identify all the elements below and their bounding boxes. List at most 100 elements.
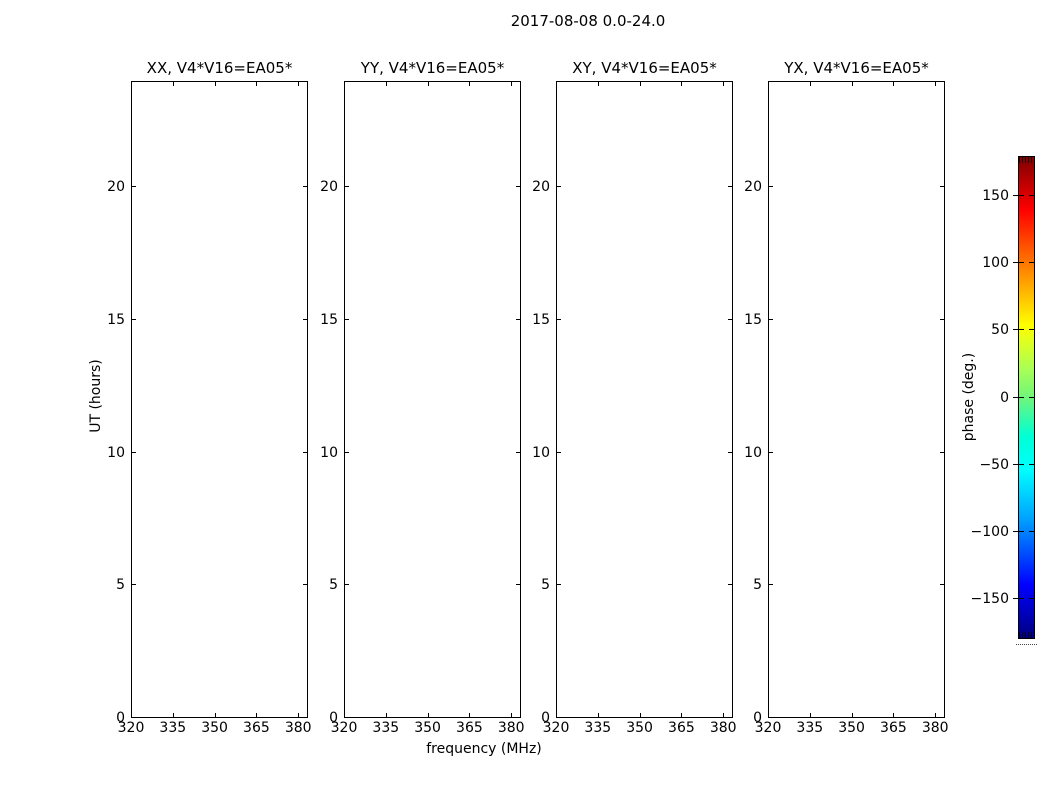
y-tick-label: 10	[744, 444, 762, 461]
y-tick-right	[940, 186, 944, 188]
x-tick-top	[768, 82, 769, 86]
x-axis-label: frequency (MHz)	[426, 741, 542, 757]
x-tick-top	[723, 82, 725, 86]
colorbar-bottom-dotted-line	[1016, 644, 1037, 645]
colorbar-tick-label: 100	[982, 255, 1009, 272]
colorbar-tick-inner-left	[1019, 262, 1024, 264]
colorbar-tick-inner-right	[1029, 597, 1034, 599]
x-tick-label: 350	[414, 720, 441, 736]
colorbar-tick-inner-left	[1019, 597, 1024, 599]
y-tick	[132, 717, 136, 718]
x-tick-top	[511, 82, 513, 86]
x-tick-label: 320	[542, 720, 570, 736]
x-tick	[768, 713, 769, 717]
colorbar-tick-label: 50	[991, 322, 1009, 339]
y-tick-label: 10	[107, 444, 125, 461]
y-tick-right	[303, 717, 307, 718]
y-tick-right	[940, 451, 944, 453]
x-tick-top	[851, 82, 853, 86]
y-tick-right	[940, 318, 944, 320]
y-tick-label: 15	[320, 311, 338, 328]
colorbar-tick-outer	[1013, 597, 1018, 599]
colorbar-tick-inner-right	[1029, 530, 1034, 532]
colorbar-tick-label: −150	[970, 590, 1009, 607]
plot-area	[556, 81, 733, 718]
x-tick-top	[427, 82, 429, 86]
y-tick-label: 20	[744, 179, 762, 196]
panel-title: XX, V4*V16=EA05*	[146, 59, 293, 77]
x-tick	[681, 713, 683, 717]
x-tick-label: 335	[372, 720, 400, 736]
colorbar-tick-inner-right	[1029, 195, 1034, 197]
x-tick	[809, 713, 811, 717]
y-tick	[345, 717, 349, 718]
y-tick	[557, 451, 561, 453]
y-tick-right	[303, 451, 307, 453]
colorbar-tick-inner-left	[1019, 463, 1024, 465]
y-tick-label: 5	[329, 577, 338, 594]
x-tick	[214, 713, 216, 717]
x-tick	[172, 713, 174, 717]
colorbar-tick-outer	[1013, 195, 1018, 197]
y-tick	[345, 451, 349, 453]
plot-area	[131, 81, 308, 718]
x-tick-top	[935, 82, 937, 86]
panel-title: XY, V4*V16=EA05*	[572, 59, 717, 77]
y-tick-label: 0	[116, 710, 125, 726]
y-tick-label: 20	[107, 179, 125, 196]
x-tick-label: 380	[709, 720, 737, 736]
y-tick-right	[516, 584, 520, 586]
y-tick-label: 0	[541, 710, 550, 726]
colorbar-hatch-top	[1019, 157, 1034, 163]
x-tick-label: 350	[838, 720, 865, 736]
x-tick-label: 365	[668, 720, 695, 736]
x-tick	[597, 713, 599, 717]
x-tick	[344, 713, 345, 717]
y-tick	[557, 318, 561, 320]
x-tick	[385, 713, 387, 717]
x-tick	[639, 713, 641, 717]
x-tick	[298, 713, 300, 717]
x-tick	[851, 713, 853, 717]
x-tick-top	[385, 82, 387, 86]
x-tick-label: 380	[284, 720, 312, 736]
panel-title: YX, V4*V16=EA05*	[784, 59, 929, 77]
y-tick-right	[303, 318, 307, 320]
x-tick-label: 320	[117, 720, 145, 736]
x-tick-label: 335	[159, 720, 187, 736]
colorbar-tick-label: 150	[982, 188, 1009, 205]
x-tick-label: 350	[626, 720, 653, 736]
colorbar-tick-inner-left	[1019, 396, 1024, 398]
x-tick	[511, 713, 513, 717]
figure-title: 2017-08-08 0.0-24.0	[510, 12, 666, 30]
x-tick-top	[556, 82, 557, 86]
y-tick	[132, 451, 136, 453]
y-tick-right	[728, 318, 732, 320]
x-tick-label: 380	[921, 720, 949, 736]
colorbar-tick-inner-right	[1029, 463, 1034, 465]
x-tick-top	[469, 82, 471, 86]
x-tick-top	[639, 82, 641, 86]
y-tick-label: 10	[532, 444, 550, 461]
colorbar-tick-inner-right	[1029, 396, 1034, 398]
y-tick	[557, 584, 561, 586]
panel-title: YY, V4*V16=EA05*	[360, 59, 505, 77]
y-tick	[345, 584, 349, 586]
x-tick	[469, 713, 471, 717]
x-tick	[256, 713, 258, 717]
colorbar-tick-label: −50	[979, 456, 1009, 473]
colorbar-tick-outer	[1013, 262, 1018, 264]
colorbar-tick-label: 0	[1000, 389, 1009, 406]
colorbar-hatch-bottom	[1019, 632, 1034, 638]
y-tick-label: 15	[532, 311, 550, 328]
y-tick	[769, 451, 773, 453]
x-tick-top	[131, 82, 132, 86]
y-tick-label: 20	[320, 179, 338, 196]
colorbar-tick-inner-right	[1029, 329, 1034, 331]
x-tick-label: 365	[880, 720, 907, 736]
y-tick-right	[303, 584, 307, 586]
colorbar-tick-inner-left	[1019, 530, 1024, 532]
x-tick	[427, 713, 429, 717]
y-tick-label: 0	[753, 710, 762, 726]
